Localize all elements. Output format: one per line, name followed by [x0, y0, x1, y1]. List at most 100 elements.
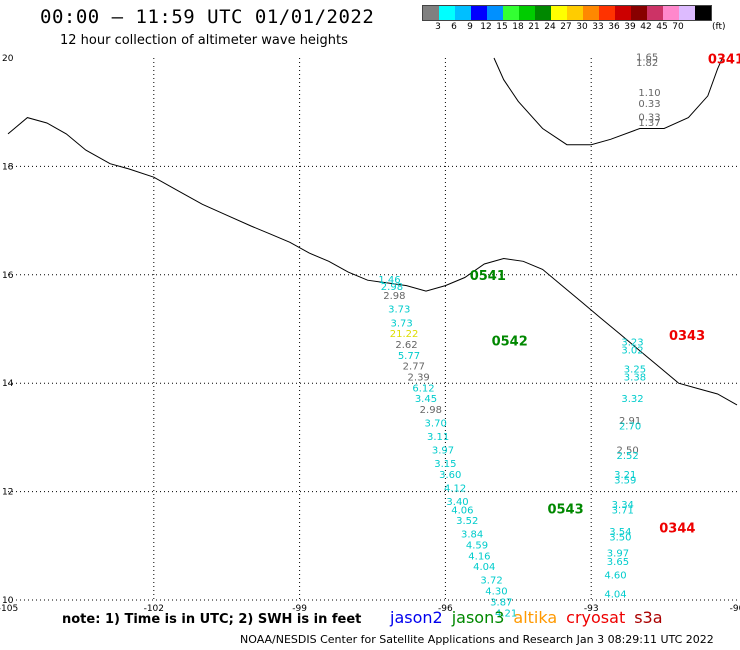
lon-tick-label: -99 — [292, 604, 307, 614]
lat-tick-label: 20 — [2, 54, 14, 64]
legend-item: cryosat — [566, 608, 626, 627]
wave-height-label: 2.70 — [619, 421, 641, 432]
wave-height-label: 4.21 — [495, 608, 517, 619]
wave-height-label: 0.33 — [638, 112, 660, 123]
colorbar-swatch — [439, 6, 455, 20]
colorbar-swatch — [551, 6, 567, 20]
wave-height-label: 1.37 — [638, 118, 660, 129]
wave-height-label: 4.59 — [466, 541, 488, 552]
satellite-legend: jason2 jason3 altika cryosat s3a — [390, 608, 672, 627]
wave-height-label: 2.98 — [381, 282, 403, 293]
colorbar-swatch — [471, 6, 487, 20]
pass-id-label: 0344 — [659, 521, 695, 536]
colorbar-tick-label: 36 — [608, 22, 620, 32]
wave-height-label: 3.11 — [427, 432, 449, 443]
pass-id-label: 0543 — [547, 502, 583, 517]
colorbar-swatch — [423, 6, 439, 20]
colorbar-swatch — [567, 6, 583, 20]
colorbar-tick-label: 15 — [496, 22, 508, 32]
note-text: note: 1) Time is in UTC; 2) SWH is in fe… — [62, 612, 362, 627]
pass-id-label: 0541 — [470, 269, 506, 284]
wave-height-label: 3.45 — [415, 394, 437, 405]
pass-id-label: 0341 — [708, 52, 740, 67]
legend-item: jason2 — [390, 608, 443, 627]
wave-height-label: 2.50 — [617, 446, 639, 457]
colorbar-tick-label: 39 — [624, 22, 636, 32]
graticule — [8, 58, 737, 601]
colorbar-tick-label: 9 — [467, 22, 473, 32]
lon-tick-label: -93 — [584, 604, 599, 614]
wave-height-label: 3.73 — [391, 318, 413, 329]
wave-height-label: 3.54 — [609, 527, 631, 538]
legend-item: s3a — [634, 608, 663, 627]
wave-height-label: 3.38 — [624, 372, 646, 383]
wave-height-label: 3.65 — [607, 557, 629, 568]
colorbar-swatch — [535, 6, 551, 20]
wave-height-label: 1.10 — [638, 88, 660, 99]
gulf-coastline — [493, 57, 723, 146]
pass-labels-layer: 0541 0542 0543 0341 0343 0344 — [470, 52, 740, 536]
wave-height-label: 2.98 — [420, 405, 442, 416]
lat-tick-label: 16 — [2, 271, 14, 281]
colorbar-swatch — [647, 6, 663, 20]
map-title: 00:00 – 11:59 UTC 01/01/2022 — [40, 6, 375, 28]
wave-height-label: 2.52 — [617, 451, 639, 462]
wave-height-label: 2.77 — [403, 362, 425, 373]
wave-height-label: 3.15 — [434, 459, 456, 470]
colorbar-tick-label: 3 — [435, 22, 441, 32]
lat-tick-label: 14 — [2, 379, 14, 389]
wave-height-label: 3.73 — [388, 305, 410, 316]
lon-tick-label: -102 — [144, 604, 164, 614]
wave-height-label: 4.16 — [468, 551, 490, 562]
wave-height-label: 2.91 — [619, 416, 641, 427]
lon-tick-label: -105 — [0, 604, 18, 614]
axis-ticks: -105 -102 -99 -96 -93 -90 20 18 16 14 12 10 — [0, 54, 740, 614]
colorbar-swatch — [519, 6, 535, 20]
wave-height-label: 3.34 — [612, 500, 634, 511]
wave-height-label: 2.98 — [383, 291, 405, 302]
legend-item: altika — [513, 608, 558, 627]
wave-height-label: 3.02 — [621, 345, 643, 356]
lat-tick-label: 10 — [2, 596, 14, 606]
wave-height-label: 3.23 — [621, 337, 643, 348]
colorbar-swatch — [487, 6, 503, 20]
colorbar-swatch — [455, 6, 471, 20]
wave-height-label: 3.87 — [490, 597, 512, 608]
map-subtitle: 12 hour collection of altimeter wave hei… — [60, 33, 348, 48]
colorbar-tick-label: 42 — [640, 22, 652, 32]
colorbar-swatch — [583, 6, 599, 20]
colorbar-tick-label: 12 — [480, 22, 492, 32]
colorbar-unit: (ft) — [712, 22, 726, 32]
colorbar-swatch — [615, 6, 631, 20]
wave-height-label: 4.30 — [485, 587, 507, 598]
wave-height-label: 5.77 — [398, 351, 420, 362]
wave-height-label: 3.97 — [432, 446, 454, 457]
wave-height-label: 3.60 — [439, 470, 461, 481]
wave-height-label: 0.33 — [638, 99, 660, 110]
lon-tick-label: -96 — [438, 604, 453, 614]
colorbar-swatch — [695, 6, 711, 20]
observations-layer: 1.462.982.983.733.7321.222.625.772.772.3… — [378, 53, 660, 620]
colorbar-tick-label: 70 — [672, 22, 684, 32]
colorbar-tick-label: 30 — [576, 22, 588, 32]
colorbar — [422, 5, 712, 21]
footer-credit: NOAA/NESDIS Center for Satellite Applica… — [240, 633, 714, 646]
wave-height-label: 1.65 — [636, 53, 658, 64]
colorbar-swatch — [679, 6, 695, 20]
wave-height-label: 3.71 — [612, 505, 634, 516]
wave-height-label: 3.40 — [446, 497, 468, 508]
wave-height-label: 1.46 — [378, 275, 400, 286]
colorbar-tick-label: 45 — [656, 22, 668, 32]
wave-height-label: 3.32 — [621, 394, 643, 405]
wave-height-label: 3.50 — [609, 532, 631, 543]
colorbar-swatch — [663, 6, 679, 20]
legend-item: jason3 — [451, 608, 505, 627]
wave-height-label: 2.62 — [395, 340, 417, 351]
pass-id-label: 0343 — [669, 329, 705, 344]
wave-height-label: 2.39 — [408, 372, 430, 383]
wave-height-label: 3.52 — [456, 516, 478, 527]
wave-height-label: 4.04 — [604, 589, 626, 600]
colorbar-tick-label: 6 — [451, 22, 457, 32]
lat-tick-label: 12 — [2, 488, 13, 498]
